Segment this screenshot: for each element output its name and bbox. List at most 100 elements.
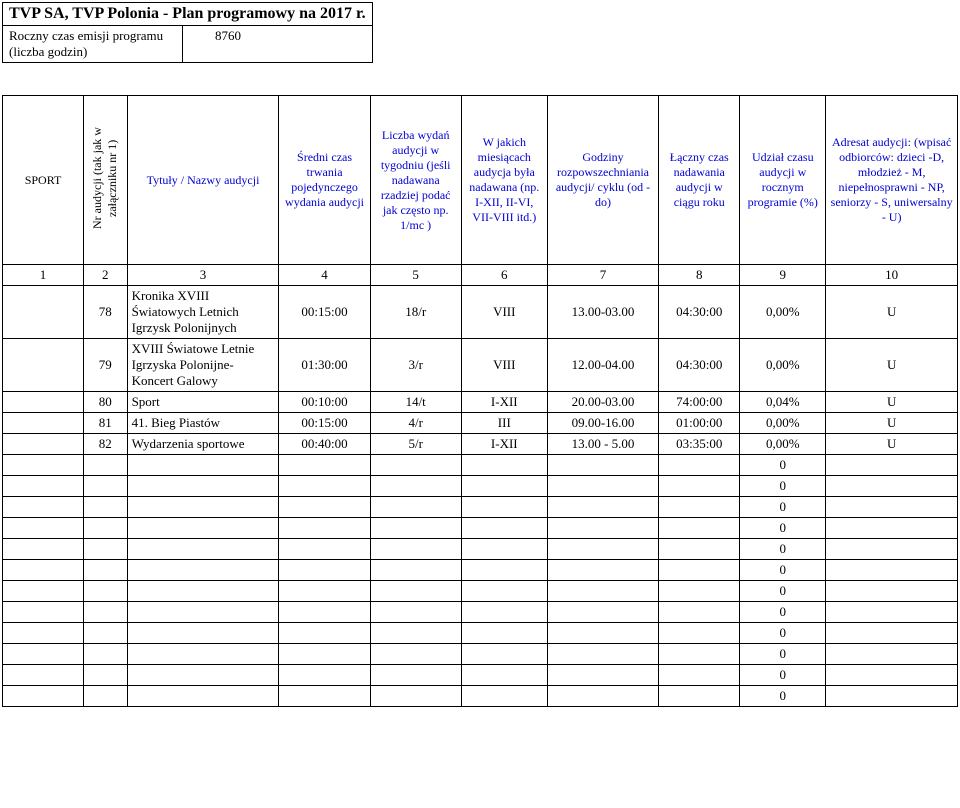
months-cell	[461, 539, 547, 560]
freq-cell	[370, 518, 461, 539]
col-avg: Średni czas trwania pojedynczego wydania…	[279, 96, 370, 265]
hours-cell: 20.00-03.00	[547, 392, 658, 413]
title-cell	[127, 497, 279, 518]
months-cell	[461, 581, 547, 602]
sub-label: Roczny czas emisji programu (liczba godz…	[3, 26, 183, 62]
total-cell: 04:30:00	[659, 286, 740, 339]
share-cell: 0	[740, 602, 826, 623]
share-cell: 0	[740, 497, 826, 518]
total-cell	[659, 602, 740, 623]
hours-cell	[547, 560, 658, 581]
share-cell: 0,00%	[740, 339, 826, 392]
avg-cell: 00:10:00	[279, 392, 370, 413]
table-row: 0	[3, 623, 958, 644]
cat-cell	[3, 392, 84, 413]
total-cell	[659, 581, 740, 602]
title-cell	[127, 686, 279, 707]
total-cell: 03:35:00	[659, 434, 740, 455]
avg-cell: 01:30:00	[279, 339, 370, 392]
header-sub-row: Roczny czas emisji programu (liczba godz…	[3, 26, 372, 62]
share-cell: 0	[740, 455, 826, 476]
cat-cell	[3, 476, 84, 497]
title-cell	[127, 476, 279, 497]
hours-cell	[547, 455, 658, 476]
cat-cell	[3, 560, 84, 581]
months-cell	[461, 560, 547, 581]
cat-cell	[3, 623, 84, 644]
table-row: 0	[3, 518, 958, 539]
months-cell	[461, 686, 547, 707]
title-cell	[127, 623, 279, 644]
total-cell: 04:30:00	[659, 339, 740, 392]
months-cell	[461, 665, 547, 686]
table-row: 0	[3, 644, 958, 665]
aud-cell	[826, 539, 958, 560]
aud-cell	[826, 518, 958, 539]
freq-cell	[370, 644, 461, 665]
cat-cell	[3, 686, 84, 707]
aud-cell: U	[826, 286, 958, 339]
total-cell	[659, 476, 740, 497]
table-row: 0	[3, 665, 958, 686]
hours-cell	[547, 665, 658, 686]
freq-cell	[370, 602, 461, 623]
col-freq: Liczba wydań audycji w tygodniu (jeśli n…	[370, 96, 461, 265]
table-row: 0	[3, 686, 958, 707]
hours-cell	[547, 602, 658, 623]
share-cell: 0	[740, 686, 826, 707]
title-cell	[127, 539, 279, 560]
months-cell	[461, 497, 547, 518]
hours-cell	[547, 644, 658, 665]
title-cell	[127, 455, 279, 476]
title-cell: Wydarzenia sportowe	[127, 434, 279, 455]
title-cell: Sport	[127, 392, 279, 413]
aud-cell	[826, 686, 958, 707]
freq-cell	[370, 560, 461, 581]
freq-cell: 18/r	[370, 286, 461, 339]
num-6: 6	[461, 265, 547, 286]
share-cell: 0	[740, 476, 826, 497]
hours-cell	[547, 581, 658, 602]
freq-cell	[370, 539, 461, 560]
cat-cell	[3, 413, 84, 434]
share-cell: 0,00%	[740, 434, 826, 455]
nr-cell	[84, 560, 128, 581]
share-cell: 0	[740, 623, 826, 644]
col-nr-label: Nr audycji (tak jak w załączniku nr 1)	[88, 98, 122, 258]
months-cell	[461, 644, 547, 665]
hours-cell	[547, 539, 658, 560]
avg-cell: 00:15:00	[279, 286, 370, 339]
nr-cell	[84, 581, 128, 602]
share-cell: 0,04%	[740, 392, 826, 413]
total-cell	[659, 455, 740, 476]
aud-cell	[826, 476, 958, 497]
total-cell	[659, 644, 740, 665]
page-title: TVP SA, TVP Polonia - Plan programowy na…	[3, 3, 372, 26]
col-audience: Adresat audycji: (wpisać odbiorców: dzie…	[826, 96, 958, 265]
num-10: 10	[826, 265, 958, 286]
avg-cell	[279, 455, 370, 476]
header-box: TVP SA, TVP Polonia - Plan programowy na…	[2, 2, 373, 63]
share-cell: 0	[740, 560, 826, 581]
freq-cell	[370, 686, 461, 707]
col-share: Udział czasu audycji w rocznym programie…	[740, 96, 826, 265]
hours-cell	[547, 476, 658, 497]
total-cell: 74:00:00	[659, 392, 740, 413]
share-cell: 0,00%	[740, 413, 826, 434]
category-cell: SPORT	[3, 96, 84, 265]
avg-cell: 00:15:00	[279, 413, 370, 434]
cat-cell	[3, 665, 84, 686]
share-cell: 0	[740, 518, 826, 539]
cat-cell	[3, 455, 84, 476]
avg-cell	[279, 560, 370, 581]
nr-cell	[84, 665, 128, 686]
nr-cell	[84, 644, 128, 665]
aud-cell	[826, 560, 958, 581]
freq-cell: 4/r	[370, 413, 461, 434]
nr-cell: 79	[84, 339, 128, 392]
table-row: 0	[3, 497, 958, 518]
table-row: 0	[3, 602, 958, 623]
aud-cell	[826, 602, 958, 623]
aud-cell	[826, 623, 958, 644]
freq-cell: 14/t	[370, 392, 461, 413]
